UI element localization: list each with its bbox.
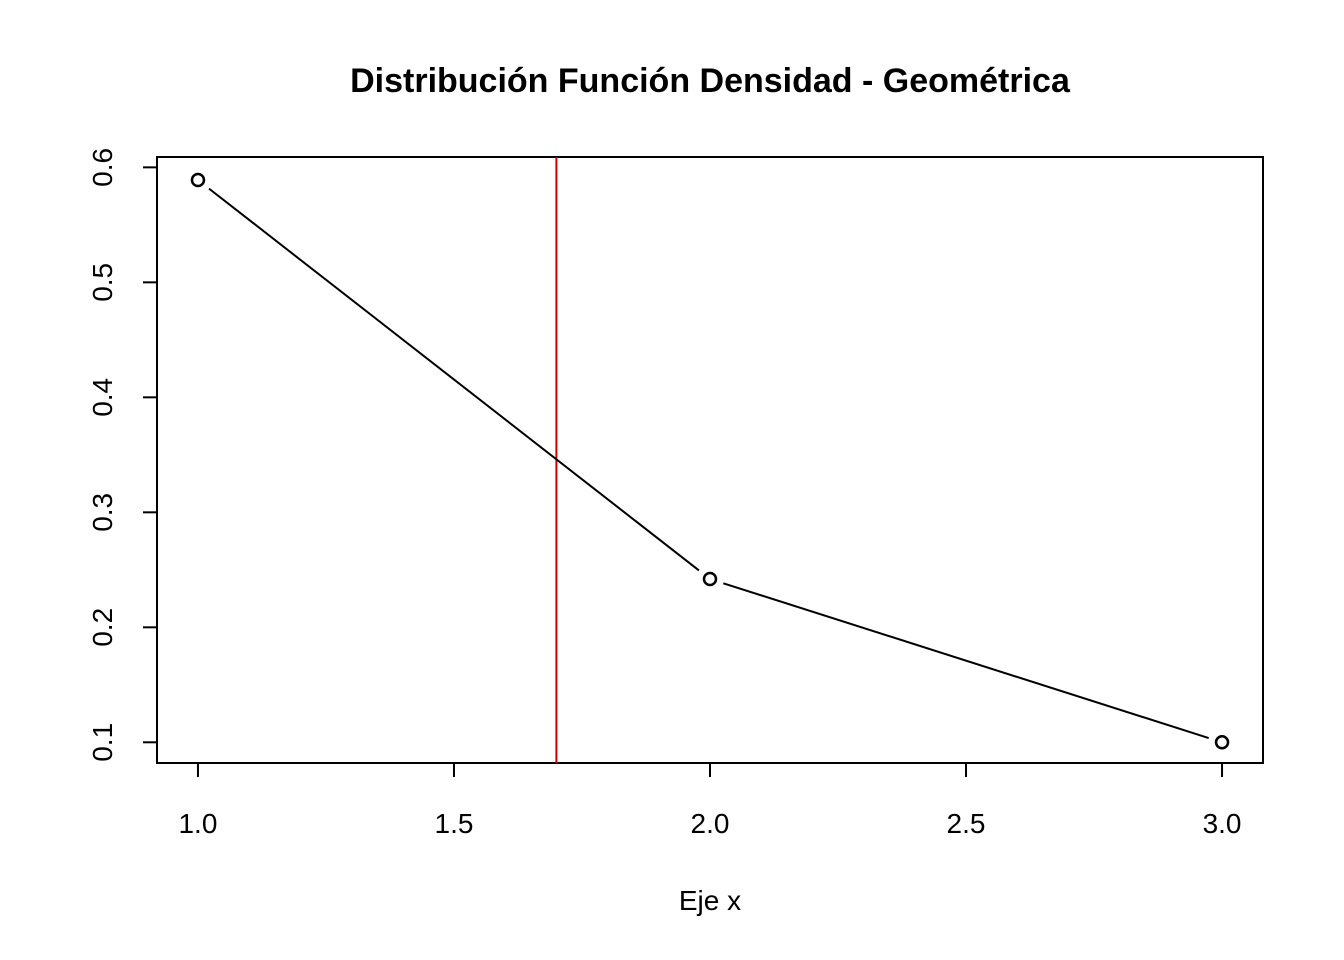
y-tick-label: 0.2 (87, 608, 118, 647)
chart-title: Distribución Función Densidad - Geométri… (350, 62, 1071, 100)
series-line-segment (723, 582, 1210, 740)
x-tick-label: 2.5 (947, 808, 986, 839)
x-axis: 1.0 1.5 2.0 2.5 3.0 (178, 762, 1242, 839)
x-tick-label: 3.0 (1203, 808, 1242, 839)
series-layer (190, 157, 1230, 763)
y-tick-label: 0.5 (87, 263, 118, 302)
y-tick-label: 0.3 (87, 493, 118, 532)
x-tick-label: 1.0 (178, 808, 217, 839)
x-tick-label: 2.0 (691, 808, 730, 839)
x-axis-label: Eje x (679, 885, 741, 916)
series-line-segment (208, 187, 700, 572)
data-point (1214, 735, 1230, 750)
data-point (702, 571, 718, 587)
plot-frame (156, 156, 1264, 764)
y-tick-label: 0.1 (87, 723, 118, 762)
y-tick-label: 0.4 (87, 378, 118, 417)
y-tick-label: 0.6 (87, 148, 118, 187)
y-axis: 0.1 0.2 0.3 0.4 0.5 0.6 (87, 148, 158, 762)
x-tick-label: 1.5 (435, 808, 474, 839)
data-point (190, 172, 206, 188)
